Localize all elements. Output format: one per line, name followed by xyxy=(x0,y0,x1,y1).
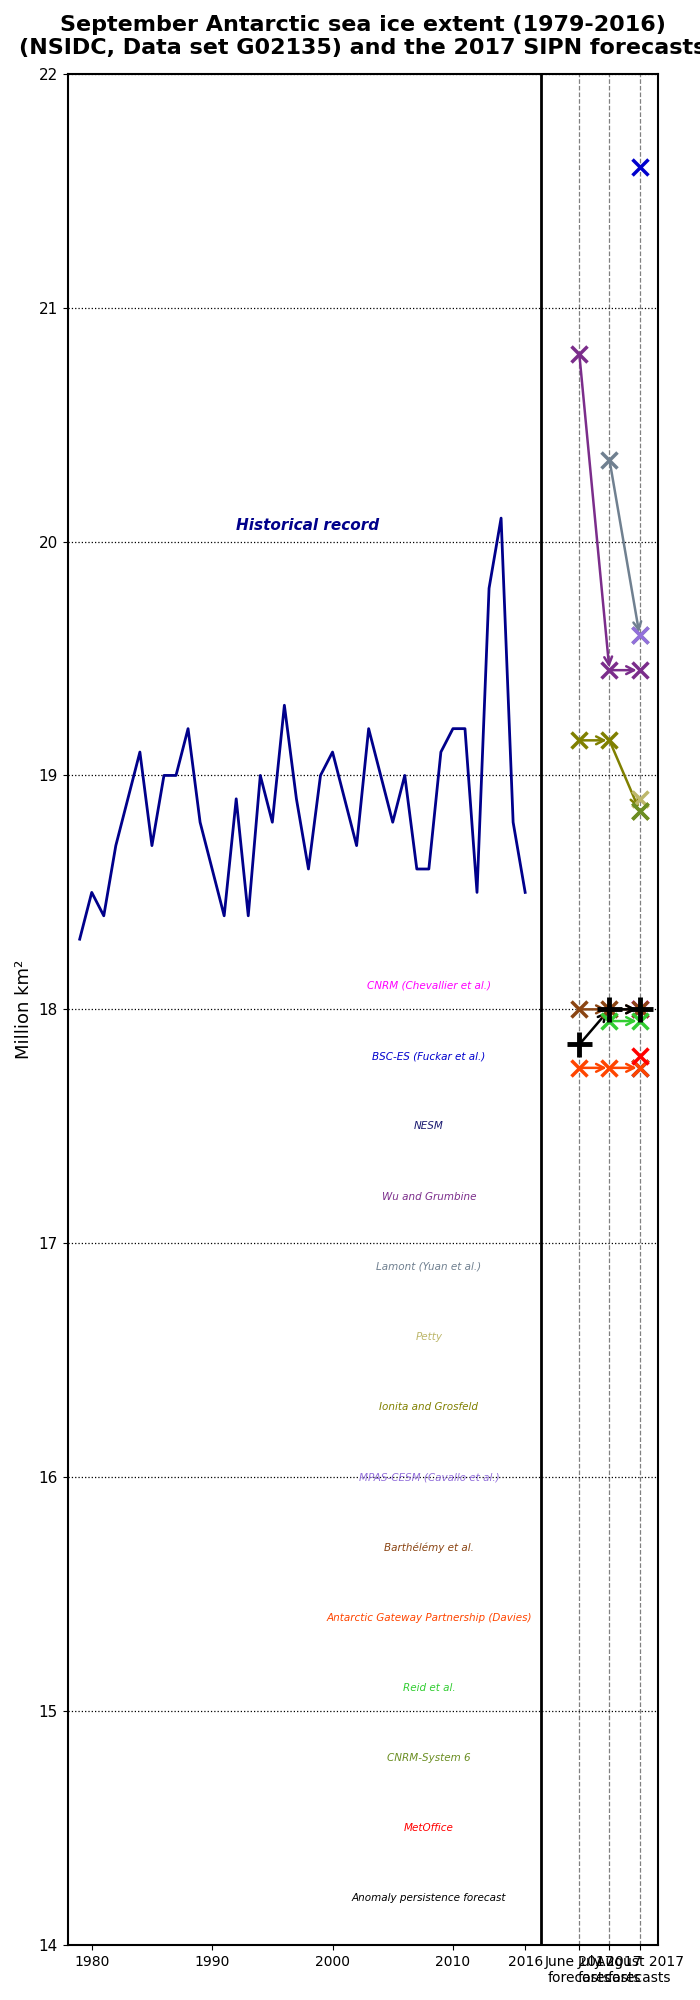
Text: Antarctic Gateway Partnership (Davies): Antarctic Gateway Partnership (Davies) xyxy=(326,1612,531,1622)
Title: September Antarctic sea ice extent (1979-2016)
(NSIDC, Data set G02135) and the : September Antarctic sea ice extent (1979… xyxy=(19,14,700,58)
Text: MetOffice: MetOffice xyxy=(404,1824,454,1834)
Text: NESM: NESM xyxy=(414,1122,444,1132)
Text: Historical record: Historical record xyxy=(236,518,379,532)
Text: MPAS-CESM (Cavallo et al.): MPAS-CESM (Cavallo et al.) xyxy=(358,1472,499,1482)
Text: Reid et al.: Reid et al. xyxy=(402,1682,455,1692)
Text: Petty: Petty xyxy=(415,1332,442,1342)
Text: CNRM (Chevallier et al.): CNRM (Chevallier et al.) xyxy=(367,980,491,990)
Y-axis label: Million km²: Million km² xyxy=(15,960,33,1058)
Text: Anomaly persistence forecast: Anomaly persistence forecast xyxy=(351,1894,506,1904)
Text: Barthélémy et al.: Barthélémy et al. xyxy=(384,1542,474,1552)
Text: Ionita and Grosfeld: Ionita and Grosfeld xyxy=(379,1402,478,1412)
Text: Lamont (Yuan et al.): Lamont (Yuan et al.) xyxy=(377,1262,482,1272)
Text: BSC-ES (Fuckar et al.): BSC-ES (Fuckar et al.) xyxy=(372,1052,486,1062)
Text: Wu and Grumbine: Wu and Grumbine xyxy=(382,1192,476,1202)
Text: CNRM-System 6: CNRM-System 6 xyxy=(387,1752,470,1762)
